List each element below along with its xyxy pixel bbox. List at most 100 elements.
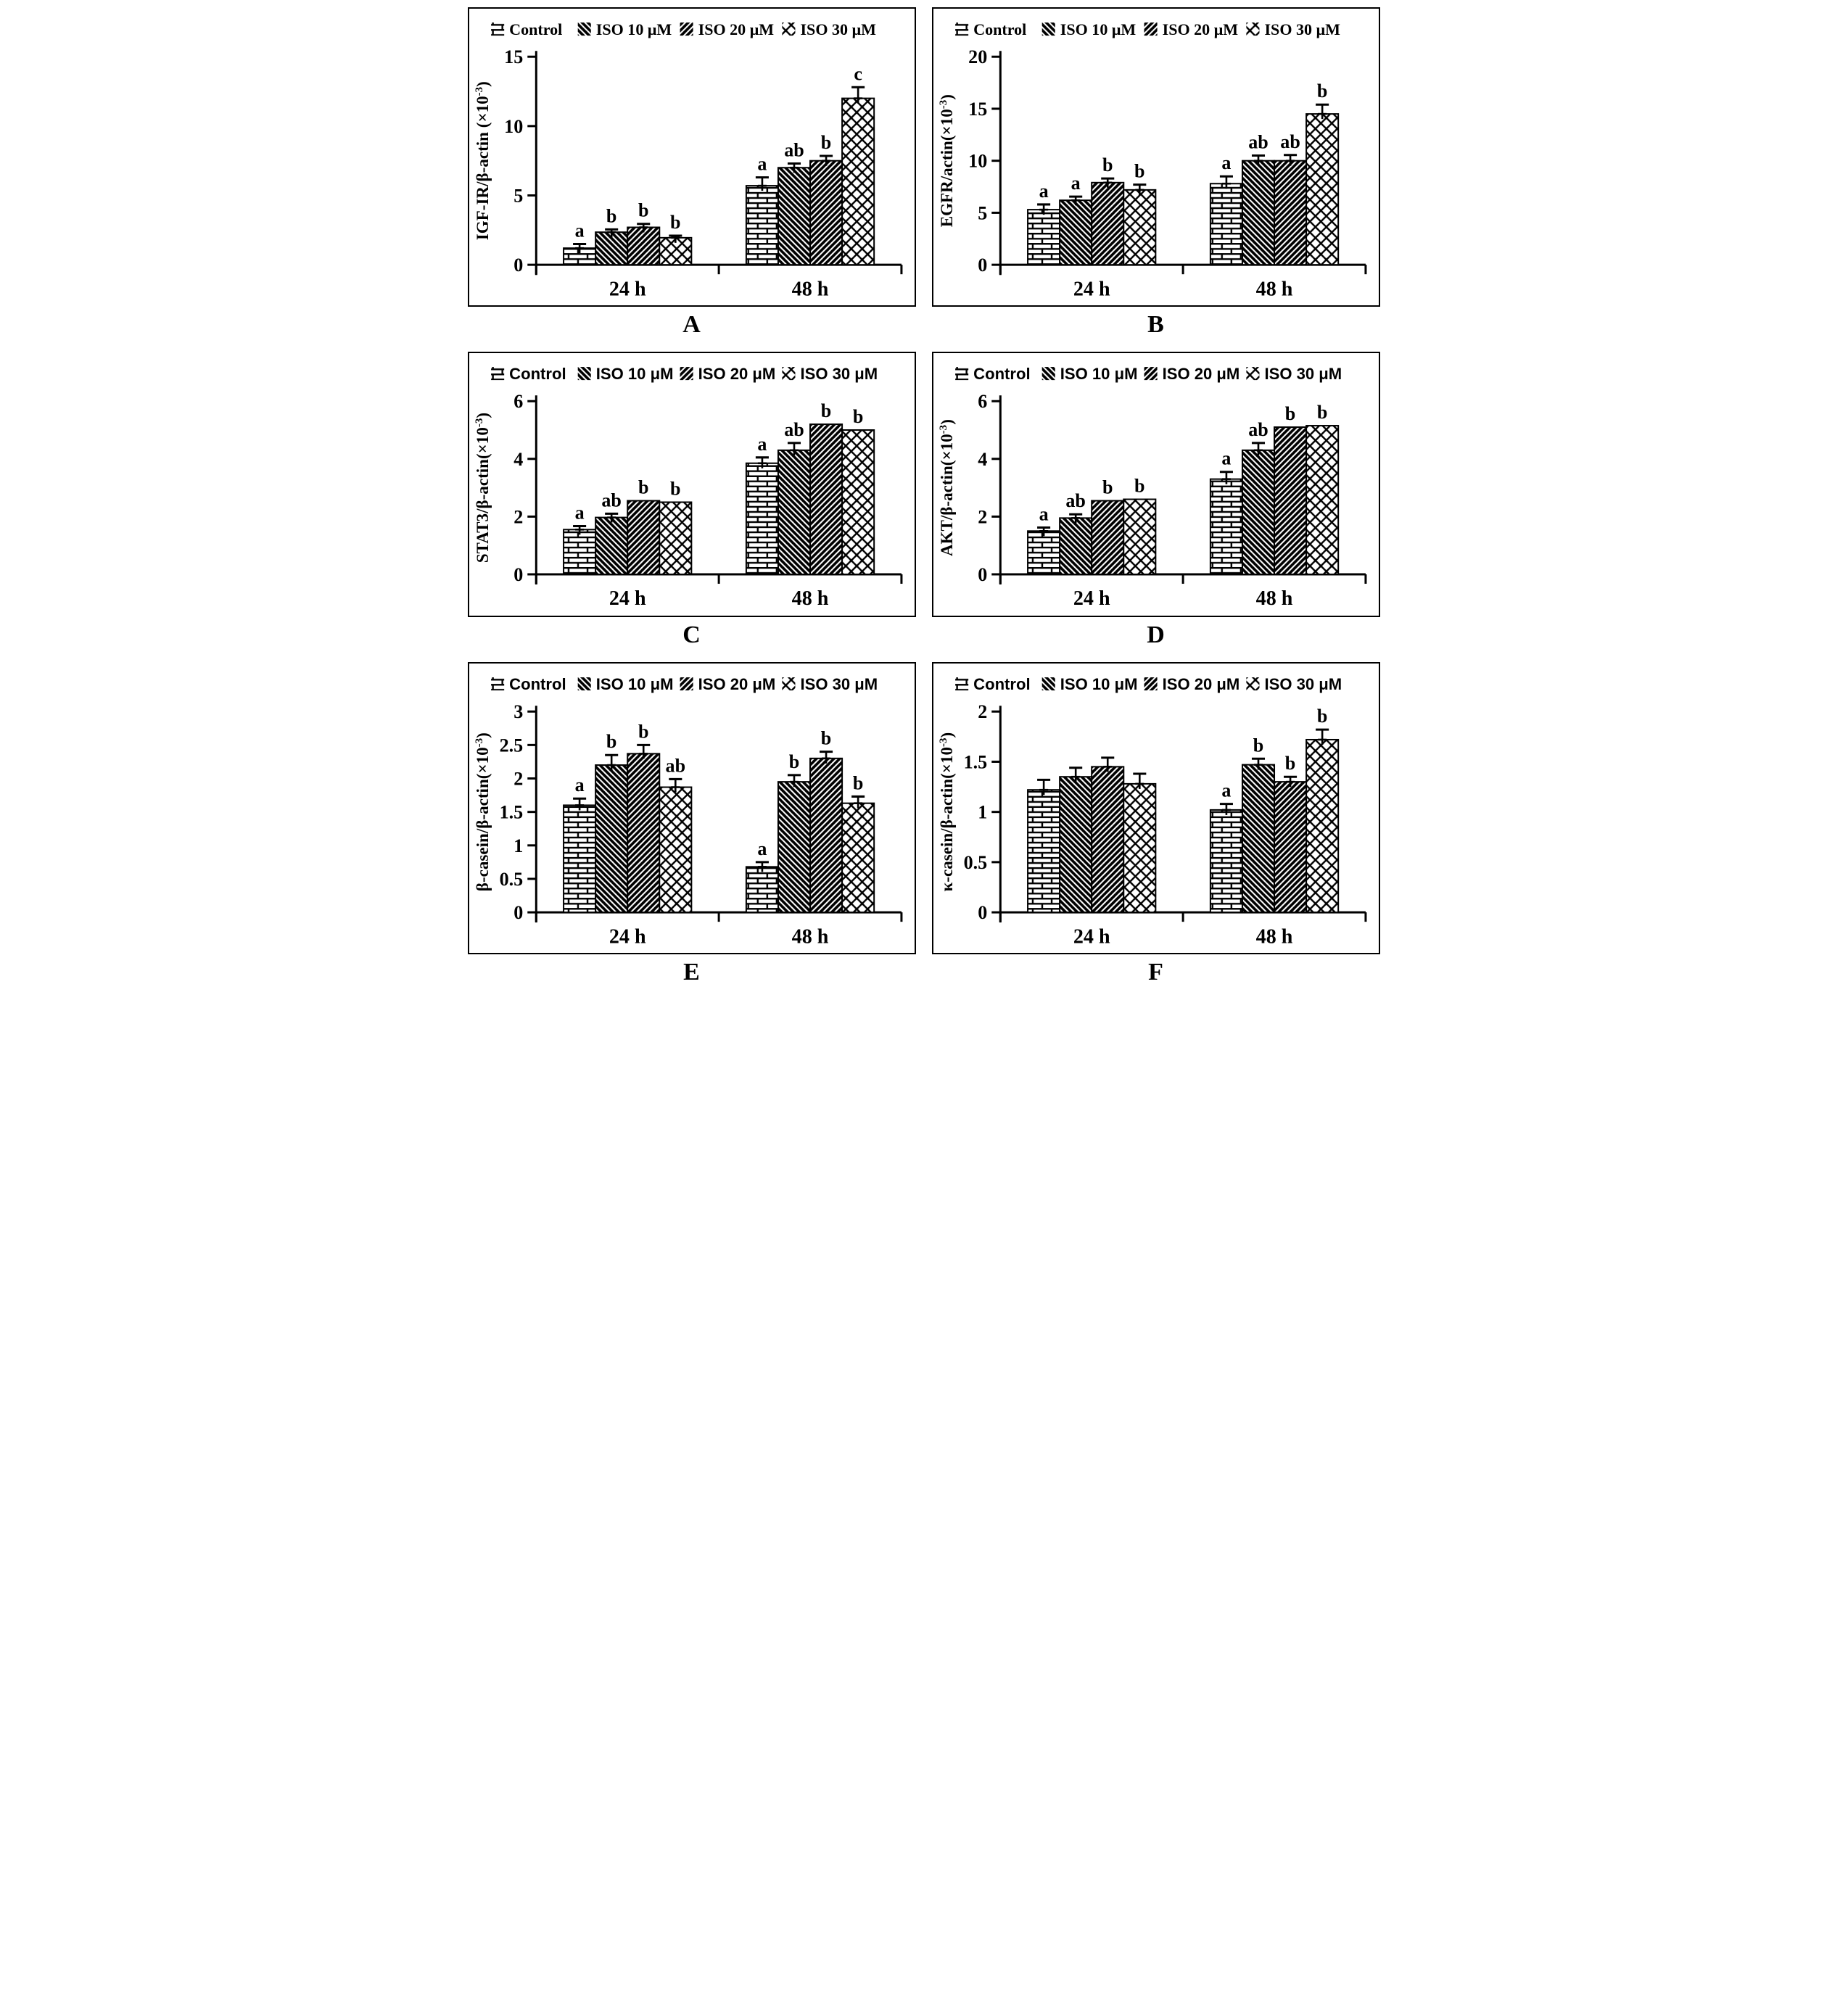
svg-text:ab: ab bbox=[784, 139, 804, 160]
svg-text:b: b bbox=[638, 477, 649, 498]
svg-text:48 h: 48 h bbox=[1256, 278, 1293, 300]
svg-text:b: b bbox=[789, 751, 800, 772]
svg-text:ab: ab bbox=[1065, 491, 1086, 512]
svg-text:4: 4 bbox=[513, 449, 523, 470]
svg-text:2: 2 bbox=[513, 507, 523, 528]
diagonal-down-swatch-icon bbox=[577, 22, 591, 36]
svg-text:b: b bbox=[1285, 753, 1296, 774]
diagonal-down-swatch-icon bbox=[1041, 367, 1055, 381]
panel-C-cell: 0 2 4 6 STAT3/β-actin(×10-3) 24 h 48 h a a ab ab b b… bbox=[468, 352, 916, 658]
crosshatch-swatch-icon bbox=[1246, 367, 1260, 381]
svg-text:b: b bbox=[606, 205, 617, 226]
svg-text:10: 10 bbox=[504, 116, 523, 137]
svg-text:48 h: 48 h bbox=[792, 925, 829, 948]
legend-label: ISO 20 μM bbox=[1163, 20, 1239, 38]
legend-label: ISO 30 μM bbox=[800, 365, 878, 383]
svg-text:b: b bbox=[1134, 476, 1145, 497]
svg-text:a: a bbox=[757, 434, 767, 455]
svg-text:10: 10 bbox=[968, 151, 987, 172]
svg-text:24 h: 24 h bbox=[1073, 925, 1110, 948]
svg-text:ab: ab bbox=[784, 419, 804, 440]
svg-text:a: a bbox=[575, 220, 585, 241]
diagonal-down-swatch-icon bbox=[1041, 22, 1055, 36]
diagonal-up-swatch-icon bbox=[680, 22, 693, 36]
svg-text:48 h: 48 h bbox=[1256, 587, 1293, 610]
svg-text:b: b bbox=[1253, 735, 1264, 756]
svg-text:0: 0 bbox=[513, 902, 523, 923]
svg-text:15: 15 bbox=[504, 46, 523, 67]
svg-text:b: b bbox=[1285, 403, 1296, 424]
panel-B: 0 5 10 15 20 EGFR/actin(×10-3) 24 h 48 h a a a ab b a… bbox=[932, 7, 1380, 307]
crosshatch-swatch-icon bbox=[782, 677, 796, 690]
svg-text:κ-casein/β-actin(×10-3): κ-casein/β-actin(×10-3) bbox=[937, 732, 956, 891]
diagonal-up-swatch-icon bbox=[1144, 22, 1158, 36]
svg-text:24 h: 24 h bbox=[609, 278, 646, 300]
crosshatch-swatch-icon bbox=[782, 22, 796, 36]
svg-text:48 h: 48 h bbox=[792, 587, 829, 610]
svg-text:b: b bbox=[853, 406, 864, 427]
svg-text:b: b bbox=[670, 212, 681, 233]
svg-text:20: 20 bbox=[968, 46, 987, 67]
svg-text:EGFR/actin(×10-3): EGFR/actin(×10-3) bbox=[937, 94, 956, 227]
svg-text:2.5: 2.5 bbox=[500, 735, 524, 756]
panel-E: 0 0.5 1 1.5 2 2.5 3 β-casein/β-actin(×10-3) 24 h… bbox=[468, 661, 916, 954]
svg-text:5: 5 bbox=[513, 186, 523, 207]
svg-text:5: 5 bbox=[978, 202, 987, 223]
svg-text:a: a bbox=[757, 154, 767, 175]
panel-F-chart: 0 0.5 1 1.5 2 κ-casein/β-actin(×10-3) 24 h 48 h… bbox=[937, 675, 1367, 948]
svg-text:a: a bbox=[1221, 448, 1231, 469]
brick-swatch-icon bbox=[491, 22, 505, 36]
panel-F-cell: 0 0.5 1 1.5 2 κ-casein/β-actin(×10-3) 24 h 48 h… bbox=[932, 661, 1380, 996]
panel-A-letter: A bbox=[682, 311, 701, 339]
diagonal-down-swatch-icon bbox=[1041, 677, 1055, 690]
legend-label: ISO 20 μM bbox=[698, 675, 776, 693]
svg-text:b: b bbox=[1102, 477, 1113, 498]
svg-text:ab: ab bbox=[1280, 131, 1300, 152]
legend-label: ISO 10 μM bbox=[596, 20, 672, 38]
svg-text:b: b bbox=[1317, 706, 1328, 727]
panel-E-chart: 0 0.5 1 1.5 2 2.5 3 β-casein/β-actin(×10-3) 24 h… bbox=[473, 675, 903, 948]
svg-text:b: b bbox=[821, 400, 832, 421]
svg-text:24 h: 24 h bbox=[1073, 278, 1110, 300]
svg-text:a: a bbox=[757, 838, 767, 859]
svg-text:b: b bbox=[638, 200, 649, 221]
svg-text:b: b bbox=[821, 727, 832, 748]
svg-text:a: a bbox=[1039, 181, 1049, 202]
svg-text:0: 0 bbox=[513, 564, 523, 585]
brick-swatch-icon bbox=[955, 367, 969, 381]
legend-label: ISO 30 μM bbox=[1264, 365, 1342, 383]
svg-text:24 h: 24 h bbox=[609, 925, 646, 948]
crosshatch-swatch-icon bbox=[1246, 22, 1260, 36]
svg-text:a: a bbox=[575, 774, 585, 795]
svg-text:a: a bbox=[575, 503, 585, 524]
legend-label: ISO 20 μM bbox=[1163, 365, 1240, 383]
svg-text:IGF-IR/β-actin (×10-3): IGF-IR/β-actin (×10-3) bbox=[473, 81, 492, 240]
legend-label: ISO 30 μM bbox=[800, 675, 878, 693]
panel-D-letter: D bbox=[1147, 621, 1166, 648]
legend-label: ISO 30 μM bbox=[800, 20, 876, 38]
svg-text:1.5: 1.5 bbox=[500, 801, 524, 822]
legend-label: Control bbox=[973, 675, 1030, 693]
svg-text:b: b bbox=[853, 772, 864, 793]
crosshatch-swatch-icon bbox=[1246, 677, 1260, 690]
panel-B-cell: 0 5 10 15 20 EGFR/actin(×10-3) 24 h 48 h a a a ab b a… bbox=[932, 7, 1380, 349]
panel-C: 0 2 4 6 STAT3/β-actin(×10-3) 24 h 48 h a a ab ab b b… bbox=[468, 352, 916, 617]
svg-text:48 h: 48 h bbox=[1256, 925, 1293, 948]
legend-label: ISO 10 μM bbox=[596, 675, 674, 693]
brick-swatch-icon bbox=[955, 22, 969, 36]
legend-label: ISO 20 μM bbox=[1163, 675, 1240, 693]
svg-text:a: a bbox=[1071, 173, 1081, 194]
legend-label: ISO 30 μM bbox=[1264, 675, 1342, 693]
legend-label: ISO 10 μM bbox=[1060, 675, 1138, 693]
brick-swatch-icon bbox=[491, 677, 505, 690]
legend-label: ISO 20 μM bbox=[698, 365, 776, 383]
svg-text:1.5: 1.5 bbox=[964, 751, 988, 772]
svg-text:6: 6 bbox=[513, 392, 523, 413]
svg-text:AKT/β-actin(×10-3): AKT/β-actin(×10-3) bbox=[937, 419, 956, 556]
panel-E-cell: 0 0.5 1 1.5 2 2.5 3 β-casein/β-actin(×10-3) 24 h… bbox=[468, 661, 916, 996]
